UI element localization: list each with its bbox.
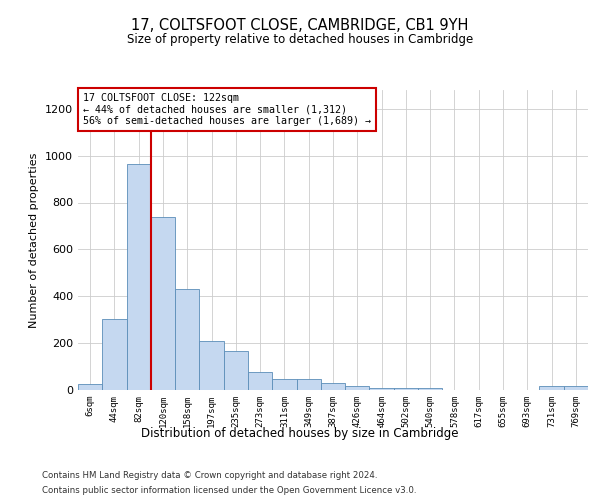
Bar — [296, 379, 321, 390]
Text: Contains HM Land Registry data © Crown copyright and database right 2024.: Contains HM Land Registry data © Crown c… — [42, 471, 377, 480]
Bar — [394, 388, 418, 390]
Y-axis label: Number of detached properties: Number of detached properties — [29, 152, 40, 328]
Text: Contains public sector information licensed under the Open Government Licence v3: Contains public sector information licen… — [42, 486, 416, 495]
Bar — [345, 386, 370, 390]
Bar — [199, 341, 224, 390]
Text: 17 COLTSFOOT CLOSE: 122sqm
← 44% of detached houses are smaller (1,312)
56% of s: 17 COLTSFOOT CLOSE: 122sqm ← 44% of deta… — [83, 93, 371, 126]
Bar — [248, 372, 272, 390]
Bar — [151, 216, 175, 390]
Bar — [102, 318, 127, 390]
Text: 17, COLTSFOOT CLOSE, CAMBRIDGE, CB1 9YH: 17, COLTSFOOT CLOSE, CAMBRIDGE, CB1 9YH — [131, 18, 469, 32]
Bar — [272, 379, 296, 390]
Bar — [175, 289, 199, 390]
Text: Distribution of detached houses by size in Cambridge: Distribution of detached houses by size … — [141, 428, 459, 440]
Bar — [127, 164, 151, 390]
Bar — [370, 388, 394, 390]
Bar — [539, 386, 564, 390]
Bar — [418, 388, 442, 390]
Bar — [564, 386, 588, 390]
Bar — [78, 384, 102, 390]
Bar — [321, 383, 345, 390]
Bar — [224, 352, 248, 390]
Text: Size of property relative to detached houses in Cambridge: Size of property relative to detached ho… — [127, 32, 473, 46]
